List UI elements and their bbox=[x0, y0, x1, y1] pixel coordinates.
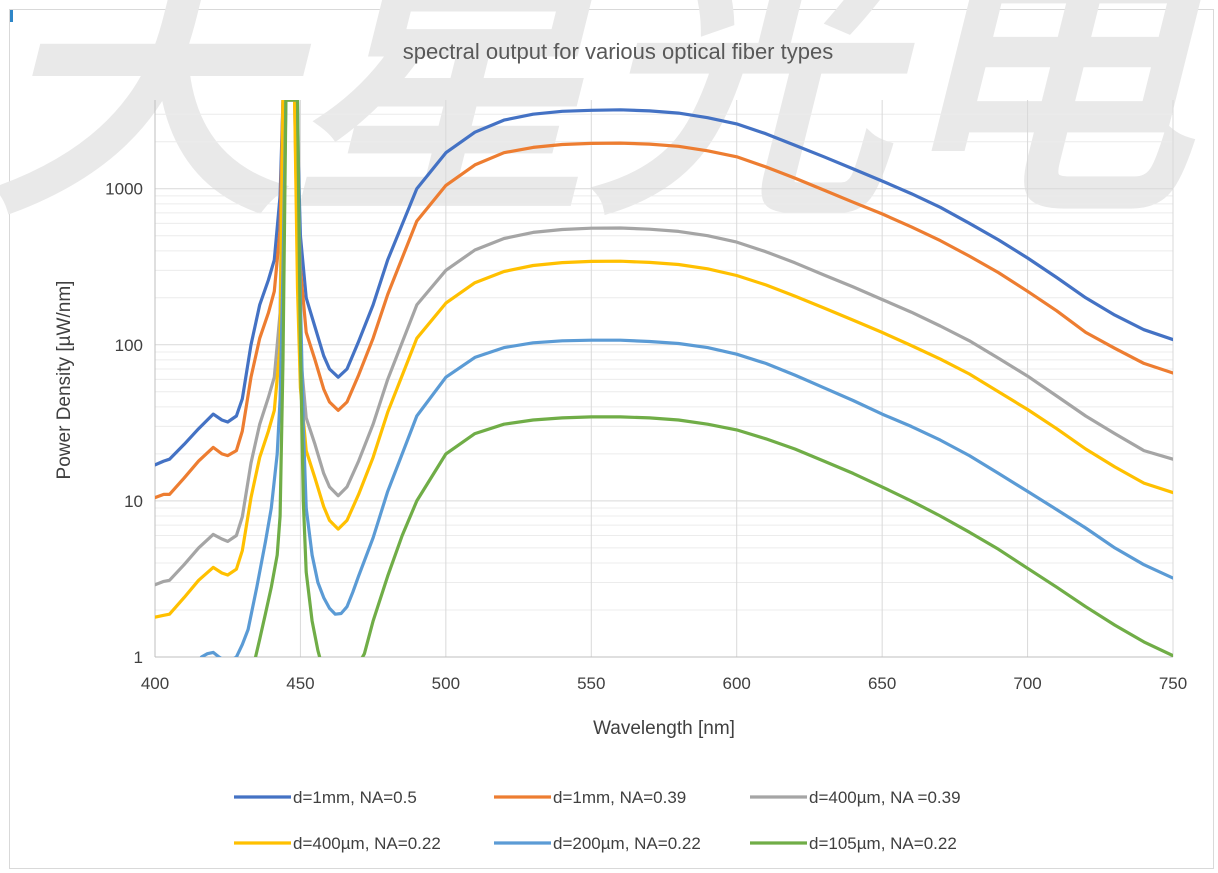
chart-area bbox=[9, 9, 1214, 869]
series-line-6 bbox=[253, 100, 1173, 657]
legend-label: d=1mm, NA=0.39 bbox=[553, 788, 686, 807]
legend-label: d=105µm, NA=0.22 bbox=[809, 834, 957, 853]
x-tick-label: 700 bbox=[1013, 674, 1041, 693]
x-tick-label: 600 bbox=[723, 674, 751, 693]
x-tick-label: 750 bbox=[1159, 674, 1187, 693]
legend-label: d=400µm, NA =0.39 bbox=[809, 788, 961, 807]
tick-labels: 400 450 500 550 600 650 700 750 1 10 100 1000 bbox=[105, 180, 1187, 693]
series-line-3 bbox=[155, 100, 1173, 587]
y-axis-title: Power Density [µW/nm] bbox=[54, 281, 75, 480]
plot-axes bbox=[154, 100, 1173, 658]
legend-label: d=200µm, NA=0.22 bbox=[553, 834, 701, 853]
x-tick-label: 500 bbox=[432, 674, 460, 693]
y-tick-label: 1000 bbox=[105, 180, 143, 199]
x-tick-label: 550 bbox=[577, 674, 605, 693]
x-tick-label: 400 bbox=[141, 674, 169, 693]
series-line-2 bbox=[155, 100, 1173, 500]
legend-label: d=1mm, NA=0.5 bbox=[293, 788, 417, 807]
legend-label: d=400µm, NA=0.22 bbox=[293, 834, 441, 853]
series-line-1 bbox=[155, 100, 1173, 467]
y-tick-label: 10 bbox=[124, 492, 143, 511]
corner-accent bbox=[10, 10, 13, 22]
y-tick-label: 1 bbox=[134, 648, 143, 667]
series-line-4 bbox=[155, 100, 1173, 619]
grid-lines bbox=[154, 100, 1174, 657]
series-line-5 bbox=[199, 100, 1173, 657]
legend: d=1mm, NA=0.5 d=1mm, NA=0.39 d=400µm, NA =… bbox=[234, 788, 961, 853]
x-axis-title: Wavelength [nm] bbox=[593, 718, 735, 739]
series-layer bbox=[155, 100, 1173, 657]
chart-title: spectral output for various optical fibe… bbox=[403, 39, 833, 64]
x-tick-label: 450 bbox=[286, 674, 314, 693]
x-tick-label: 650 bbox=[868, 674, 896, 693]
y-tick-label: 100 bbox=[115, 336, 143, 355]
watermark: 天星光电 bbox=[0, 0, 1209, 249]
